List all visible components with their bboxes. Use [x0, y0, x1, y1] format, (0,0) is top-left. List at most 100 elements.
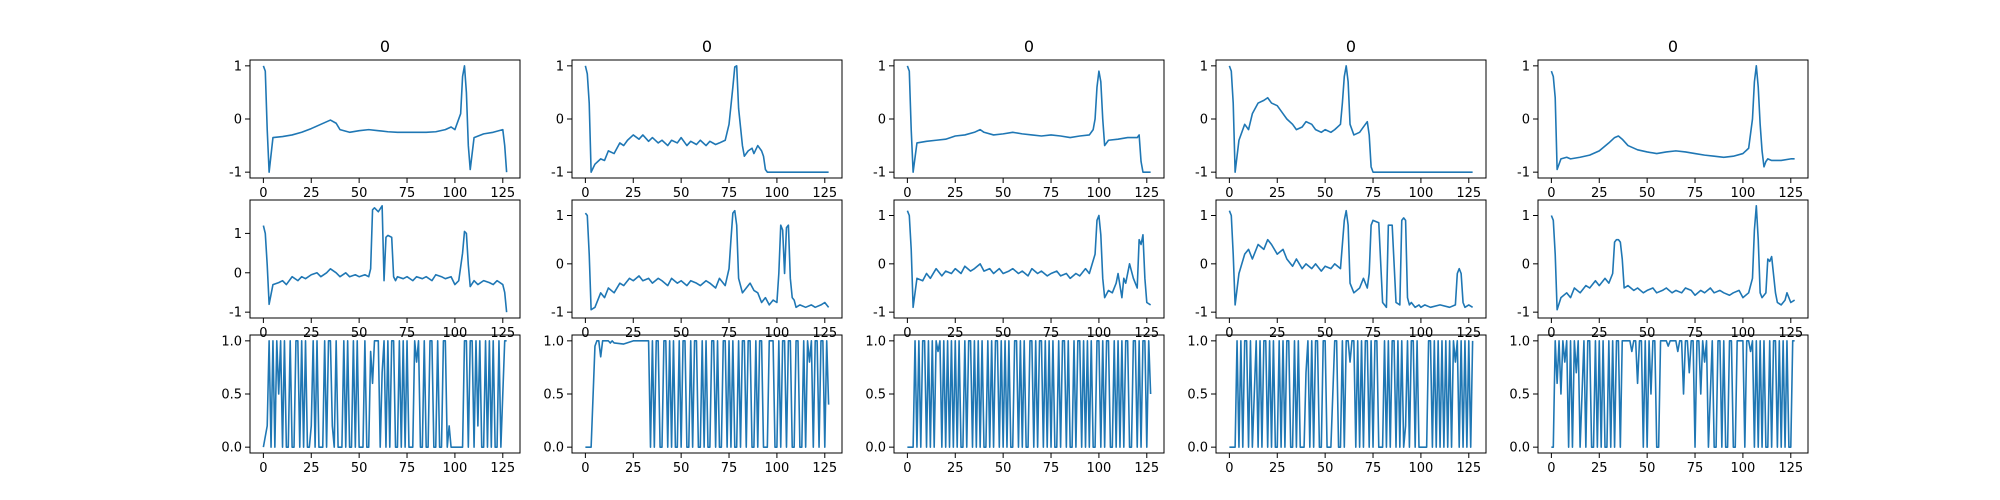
subplot-r0-c4: 0 0 25 50 75 100 125 -1 0 1: [1517, 37, 1809, 201]
y-tick-label: 1: [1522, 59, 1530, 74]
x-tick-label: 75: [721, 461, 738, 476]
y-tick-label: 0: [1522, 257, 1530, 272]
y-tick-label: 0.0: [221, 441, 242, 456]
y-tick-label: 1.0: [865, 334, 886, 349]
x-tick-label: 125: [1456, 326, 1481, 341]
subplot-r2-c3: 0 25 50 75 100 125 0.0 0.5 1.0: [1187, 334, 1487, 476]
subplot-title: 0: [1024, 37, 1034, 56]
y-tick-label: 1: [1200, 59, 1208, 74]
y-tick-label: 0: [1200, 113, 1208, 128]
subplot-r1-c0: 0 25 50 75 100 125 -1 0 1: [229, 199, 521, 341]
x-tick-label: 0: [1547, 186, 1555, 201]
y-tick-label: 1.0: [1509, 334, 1530, 349]
y-tick-label: 1: [234, 59, 242, 74]
y-tick-label: 0.0: [543, 441, 564, 456]
y-tick-label: -1: [551, 166, 564, 181]
x-tick-label: 75: [399, 186, 416, 201]
subplot-r2-c2: 0 25 50 75 100 125 0.0 0.5 1.0: [865, 334, 1165, 476]
x-tick-label: 125: [490, 326, 515, 341]
axes-frame: [571, 199, 843, 319]
x-tick-label: 125: [490, 186, 515, 201]
x-tick-label: 75: [1365, 326, 1382, 341]
y-tick-label: 1.0: [543, 334, 564, 349]
x-tick-label: 125: [1778, 326, 1803, 341]
x-tick-label: 0: [1547, 461, 1555, 476]
subplot-r1-c2: 0 25 50 75 100 125 -1 0 1: [873, 199, 1165, 341]
x-tick-label: 0: [903, 461, 911, 476]
x-tick-label: 100: [764, 186, 789, 201]
x-tick-label: 100: [764, 326, 789, 341]
x-tick-label: 75: [1365, 461, 1382, 476]
x-tick-label: 50: [1639, 326, 1656, 341]
y-tick-label: 0.5: [221, 388, 242, 403]
x-tick-label: 0: [259, 326, 267, 341]
x-tick-label: 25: [1591, 186, 1608, 201]
x-tick-label: 50: [1639, 461, 1656, 476]
y-tick-label: 0.5: [1509, 388, 1530, 403]
x-tick-label: 100: [1408, 326, 1433, 341]
x-tick-label: 75: [399, 326, 416, 341]
y-tick-label: 0.0: [1509, 441, 1530, 456]
series-line: [1550, 205, 1796, 311]
y-tick-label: 0: [1522, 113, 1530, 128]
subplot-title: 0: [1668, 37, 1678, 56]
x-tick-label: 75: [1687, 186, 1704, 201]
x-tick-label: 0: [581, 461, 589, 476]
x-tick-label: 25: [1591, 461, 1608, 476]
x-tick-label: 0: [1547, 326, 1555, 341]
y-tick-label: 1: [878, 209, 886, 224]
x-tick-label: 50: [1317, 326, 1334, 341]
x-tick-label: 75: [721, 326, 738, 341]
x-tick-label: 100: [1408, 186, 1433, 201]
x-tick-label: 25: [625, 461, 642, 476]
series-line: [907, 340, 1152, 448]
x-tick-label: 125: [1456, 186, 1481, 201]
x-tick-label: 125: [1134, 461, 1159, 476]
x-tick-label: 0: [259, 461, 267, 476]
series-line: [585, 340, 830, 448]
y-tick-label: 0: [556, 113, 564, 128]
axes-frame: [893, 199, 1165, 319]
x-tick-label: 100: [1730, 461, 1755, 476]
x-tick-label: 75: [1687, 461, 1704, 476]
x-tick-label: 125: [1778, 461, 1803, 476]
y-tick-label: 1: [234, 227, 242, 242]
x-tick-label: 50: [351, 461, 368, 476]
subplot-r2-c4: 0 25 50 75 100 125 0.0 0.5 1.0: [1509, 334, 1809, 476]
series-line: [1228, 65, 1473, 173]
series-line: [1228, 209, 1474, 309]
y-tick-label: -1: [1195, 306, 1208, 321]
x-tick-label: 100: [1730, 326, 1755, 341]
x-tick-label: 25: [625, 326, 642, 341]
y-tick-label: -1: [551, 306, 564, 321]
x-tick-label: 0: [581, 186, 589, 201]
y-tick-label: 1: [1200, 209, 1208, 224]
y-tick-label: 1.0: [1187, 334, 1208, 349]
series-line: [906, 65, 1151, 173]
x-tick-label: 25: [303, 461, 320, 476]
subplot-title: 0: [380, 37, 390, 56]
y-tick-label: -1: [1517, 306, 1530, 321]
axes-frame: [1537, 199, 1809, 319]
x-tick-label: 50: [1317, 461, 1334, 476]
x-tick-label: 0: [903, 326, 911, 341]
x-tick-label: 100: [1086, 326, 1111, 341]
x-tick-label: 125: [1134, 326, 1159, 341]
series-line: [584, 65, 829, 173]
subplot-r0-c3: 0 0 25 50 75 100 125 -1 0 1: [1195, 37, 1487, 201]
subplot-r1-c4: 0 25 50 75 100 125 -1 0 1: [1517, 199, 1809, 341]
x-tick-label: 50: [1317, 186, 1334, 201]
subplot-r1-c3: 0 25 50 75 100 125 -1 0 1: [1195, 199, 1487, 341]
x-tick-label: 25: [303, 186, 320, 201]
x-tick-label: 50: [673, 461, 690, 476]
x-tick-label: 50: [995, 461, 1012, 476]
x-tick-label: 75: [721, 186, 738, 201]
x-tick-label: 125: [812, 461, 837, 476]
x-tick-label: 0: [1225, 326, 1233, 341]
x-tick-label: 50: [995, 186, 1012, 201]
x-tick-label: 50: [351, 326, 368, 341]
x-tick-label: 25: [1269, 186, 1286, 201]
x-tick-label: 125: [1778, 186, 1803, 201]
x-tick-label: 25: [947, 186, 964, 201]
